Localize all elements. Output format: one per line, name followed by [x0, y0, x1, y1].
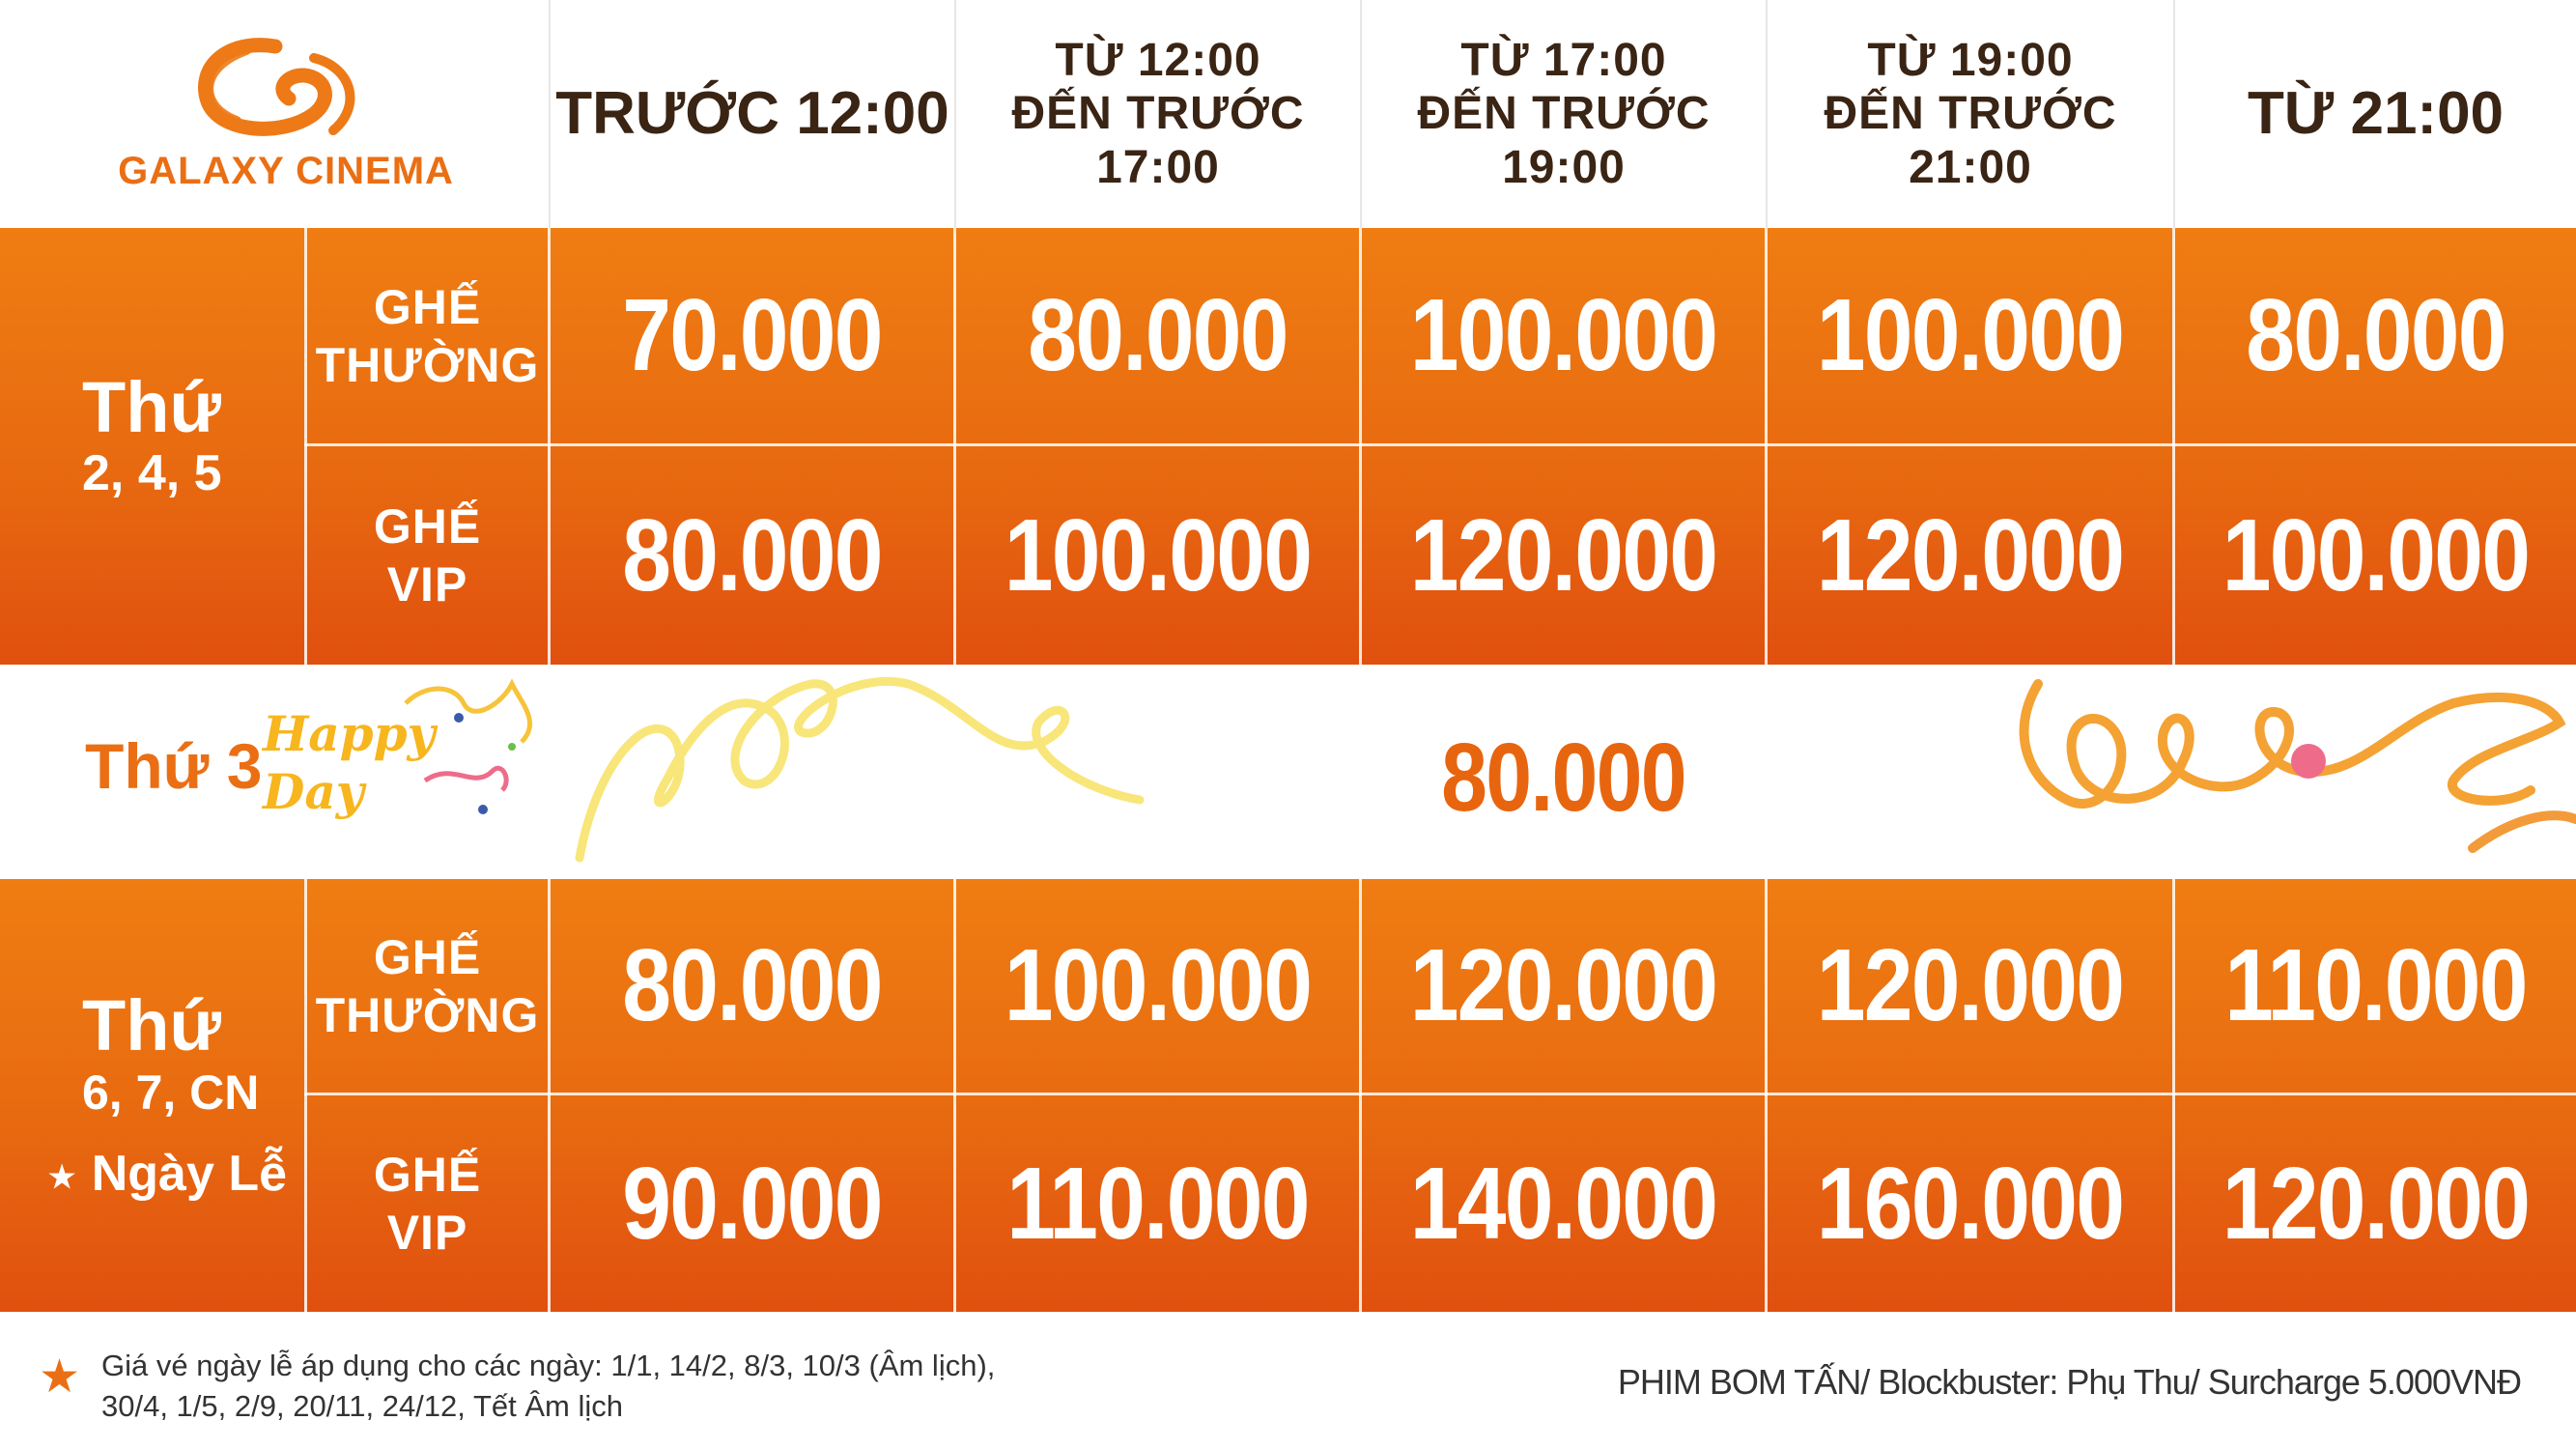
- tuesday-price: 80.000: [1441, 723, 1686, 832]
- price-cell: 100.000: [1816, 278, 2125, 392]
- seat-vip: GHẾ VIP: [373, 1148, 482, 1260]
- tuesday-label: Thứ 3: [85, 730, 263, 802]
- price-cell: 120.000: [1409, 497, 1718, 612]
- weekday-label: Thứ 2, 4, 5: [82, 367, 222, 502]
- happy-day-badge: Happy Day: [263, 705, 436, 820]
- weekend-block: [0, 879, 2576, 1312]
- price-cell: 120.000: [1409, 928, 1718, 1042]
- holiday-label: ★ Ngày Lễ: [46, 1146, 288, 1202]
- price-cell: 80.000: [622, 497, 883, 612]
- weekday-block: [0, 228, 2576, 665]
- price-cell: 100.000: [2222, 497, 2531, 612]
- seat-vip: GHẾ VIP: [373, 499, 482, 611]
- price-cell: 80.000: [1028, 278, 1288, 392]
- header-col-19-21: TỪ 19:00 ĐẾN TRƯỚC 21:00: [1824, 35, 2117, 193]
- star-icon: ★: [46, 1156, 78, 1197]
- brand-name: GALAXY CINEMA: [118, 150, 454, 192]
- holiday-note: Giá vé ngày lễ áp dụng cho các ngày: 1/1…: [101, 1349, 996, 1423]
- price-cell: 90.000: [622, 1146, 883, 1261]
- header-col-12-17: TỪ 12:00 ĐẾN TRƯỚC 17:00: [1011, 35, 1305, 193]
- header-col-17-19: TỪ 17:00 ĐẾN TRƯỚC 19:00: [1417, 35, 1711, 193]
- weekend-label: Thứ 6, 7, CN: [82, 985, 260, 1121]
- price-cell: 110.000: [2224, 928, 2528, 1042]
- price-cell: 100.000: [1004, 497, 1313, 612]
- price-cell: 140.000: [1409, 1146, 1718, 1261]
- confetti-ribbon-decoration: [404, 677, 2576, 863]
- price-cell: 160.000: [1816, 1146, 2125, 1261]
- seat-standard: GHẾ THƯỜNG: [315, 279, 540, 392]
- footer-star-icon: ★: [39, 1351, 81, 1403]
- galaxy-swirl-logo-icon: [198, 38, 355, 136]
- price-cell: 100.000: [1004, 928, 1313, 1042]
- price-cell: 80.000: [2246, 278, 2506, 392]
- price-cell: 70.000: [622, 278, 883, 392]
- surcharge-note: PHIM BOM TẤN/ Blockbuster: Phụ Thu/ Surc…: [1617, 1362, 2522, 1402]
- price-cell: 120.000: [2222, 1146, 2531, 1261]
- seat-standard: GHẾ THƯỜNG: [315, 929, 540, 1042]
- price-cell: 120.000: [1816, 497, 2125, 612]
- header-col-before-12: TRƯỚC 12:00: [555, 80, 949, 148]
- brand-logo: GALAXY CINEMA: [97, 29, 464, 203]
- price-cell: 110.000: [1006, 1146, 1310, 1261]
- price-cell: 80.000: [622, 928, 883, 1042]
- price-cell: 100.000: [1409, 278, 1718, 392]
- price-cell: 120.000: [1816, 928, 2125, 1042]
- header-col-after-21: TỪ 21:00: [2247, 80, 2505, 148]
